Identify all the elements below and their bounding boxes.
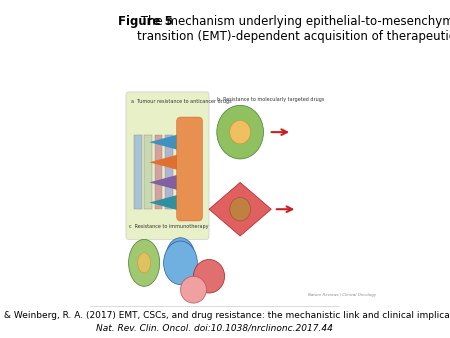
Polygon shape bbox=[149, 174, 180, 191]
FancyBboxPatch shape bbox=[126, 92, 209, 239]
Text: Nat. Rev. Clin. Oncol. doi:10.1038/nrclinonc.2017.44: Nat. Rev. Clin. Oncol. doi:10.1038/nrcli… bbox=[96, 324, 333, 333]
Text: Shibue, T. & Weinberg, R. A. (2017) EMT, CSCs, and drug resistance: the mechanis: Shibue, T. & Weinberg, R. A. (2017) EMT,… bbox=[0, 312, 450, 320]
Bar bbox=[154, 136, 162, 209]
Polygon shape bbox=[209, 183, 271, 236]
Ellipse shape bbox=[180, 276, 207, 303]
Polygon shape bbox=[149, 194, 180, 211]
Polygon shape bbox=[149, 134, 180, 150]
Text: Nature Reviews | Clinical Oncology: Nature Reviews | Clinical Oncology bbox=[308, 293, 376, 297]
Ellipse shape bbox=[194, 260, 225, 293]
Text: c  Resistance to immunotherapy: c Resistance to immunotherapy bbox=[129, 224, 208, 230]
FancyBboxPatch shape bbox=[176, 117, 202, 221]
Circle shape bbox=[166, 238, 195, 274]
Ellipse shape bbox=[138, 253, 151, 273]
Text: b  Resistance to molecularly targeted drugs: b Resistance to molecularly targeted dru… bbox=[217, 97, 324, 102]
Bar bbox=[144, 136, 152, 209]
Ellipse shape bbox=[230, 120, 251, 144]
Ellipse shape bbox=[129, 239, 160, 286]
Text: Figure 5: Figure 5 bbox=[118, 15, 173, 28]
Ellipse shape bbox=[230, 197, 251, 221]
Bar bbox=[165, 136, 173, 209]
Bar bbox=[134, 136, 142, 209]
Text: The mechanism underlying epithelial-to-mesenchymal
transition (EMT)-dependent ac: The mechanism underlying epithelial-to-m… bbox=[137, 15, 450, 43]
Circle shape bbox=[164, 241, 198, 285]
Text: a  Tumour resistance to anticancer drugs: a Tumour resistance to anticancer drugs bbox=[131, 99, 232, 104]
Polygon shape bbox=[149, 154, 180, 171]
Ellipse shape bbox=[217, 105, 264, 159]
